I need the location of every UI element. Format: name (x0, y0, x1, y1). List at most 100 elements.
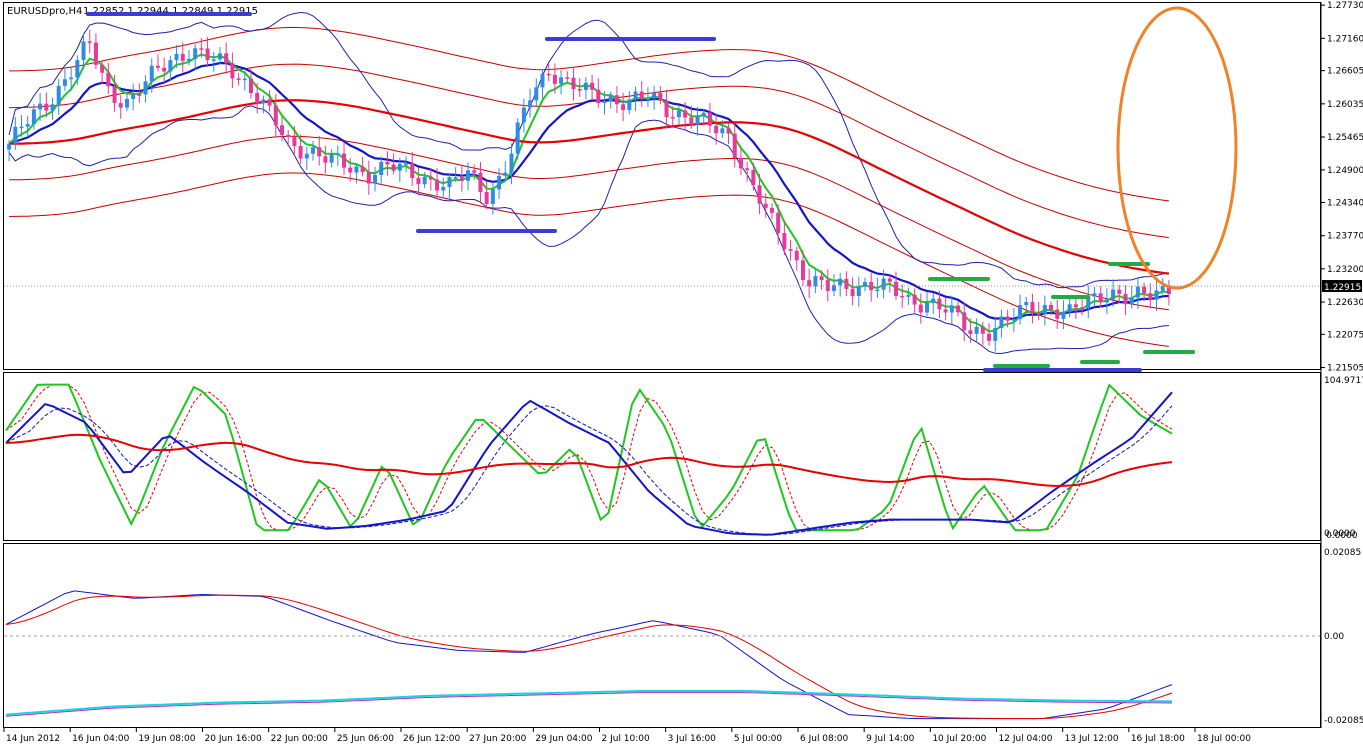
bull-candle[interactable] (1135, 286, 1140, 298)
bear-candle[interactable] (410, 163, 415, 178)
bull-candle[interactable] (856, 286, 861, 297)
bull-candle[interactable] (993, 328, 998, 341)
bull-candle[interactable] (1024, 302, 1029, 306)
bear-candle[interactable] (1080, 307, 1085, 309)
bear-candle[interactable] (577, 89, 582, 91)
bull-candle[interactable] (404, 163, 409, 165)
bull-candle[interactable] (422, 176, 427, 185)
bull-candle[interactable] (602, 100, 607, 104)
bear-candle[interactable] (255, 93, 260, 104)
bull-candle[interactable] (1018, 305, 1023, 320)
bear-candle[interactable] (1117, 289, 1122, 294)
bull-candle[interactable] (652, 92, 657, 99)
bear-candle[interactable] (292, 136, 297, 146)
bear-candle[interactable] (968, 330, 973, 334)
bear-candle[interactable] (900, 295, 905, 298)
bear-candle[interactable] (342, 153, 347, 168)
bull-candle[interactable] (25, 124, 30, 127)
bear-candle[interactable] (894, 281, 899, 296)
bull-candle[interactable] (831, 285, 836, 291)
bear-candle[interactable] (93, 42, 98, 65)
bull-candle[interactable] (373, 175, 378, 184)
bull-candle[interactable] (633, 91, 638, 100)
bull-candle[interactable] (528, 100, 533, 108)
bear-candle[interactable] (683, 110, 688, 118)
bear-candle[interactable] (1123, 293, 1128, 305)
bull-candle[interactable] (1160, 285, 1165, 291)
bear-candle[interactable] (155, 65, 160, 68)
bull-candle[interactable] (608, 95, 613, 101)
bull-candle[interactable] (503, 172, 508, 176)
bull-candle[interactable] (7, 143, 12, 150)
bull-candle[interactable] (62, 79, 67, 86)
bear-candle[interactable] (912, 294, 917, 305)
bear-candle[interactable] (552, 74, 557, 84)
bear-candle[interactable] (763, 203, 768, 208)
bull-candle[interactable] (521, 107, 526, 123)
bull-candle[interactable] (838, 278, 843, 286)
bear-candle[interactable] (962, 312, 967, 331)
bear-candle[interactable] (980, 326, 985, 334)
bull-candle[interactable] (931, 298, 936, 303)
bear-candle[interactable] (664, 100, 669, 118)
bull-candle[interactable] (645, 98, 650, 100)
bull-candle[interactable] (174, 53, 179, 61)
bear-candle[interactable] (1166, 285, 1171, 295)
bear-candle[interactable] (180, 53, 185, 61)
bear-candle[interactable] (757, 185, 762, 204)
bull-candle[interactable] (490, 189, 495, 204)
bear-candle[interactable] (87, 41, 92, 43)
bull-candle[interactable] (143, 81, 148, 95)
bull-candle[interactable] (925, 302, 930, 313)
bear-candle[interactable] (478, 172, 483, 193)
bull-candle[interactable] (540, 73, 545, 88)
bull-candle[interactable] (466, 170, 471, 181)
bear-candle[interactable] (44, 103, 49, 111)
bear-candle[interactable] (956, 305, 961, 313)
bear-candle[interactable] (1142, 286, 1147, 294)
bear-candle[interactable] (571, 77, 576, 90)
bear-candle[interactable] (726, 128, 731, 134)
bull-candle[interactable] (168, 60, 173, 72)
bear-candle[interactable] (459, 177, 464, 181)
bull-candle[interactable] (1086, 296, 1091, 309)
bull-candle[interactable] (441, 186, 446, 191)
bear-candle[interactable] (230, 63, 235, 79)
bear-candle[interactable] (819, 276, 824, 281)
bull-candle[interactable] (974, 326, 979, 334)
bear-candle[interactable] (1005, 316, 1010, 321)
bear-candle[interactable] (1049, 304, 1054, 310)
bull-candle[interactable] (1067, 304, 1072, 312)
bull-candle[interactable] (515, 122, 520, 154)
bear-candle[interactable] (937, 298, 942, 310)
bear-candle[interactable] (707, 112, 712, 126)
bull-candle[interactable] (1104, 299, 1109, 303)
bear-candle[interactable] (565, 77, 570, 79)
bear-candle[interactable] (745, 168, 750, 171)
bear-candle[interactable] (714, 125, 719, 134)
bear-candle[interactable] (348, 167, 353, 173)
bear-candle[interactable] (1055, 309, 1060, 319)
bear-candle[interactable] (106, 72, 111, 87)
bear-candle[interactable] (794, 250, 799, 261)
bear-candle[interactable] (1148, 293, 1153, 300)
bear-candle[interactable] (286, 134, 291, 137)
bull-candle[interactable] (1011, 319, 1016, 321)
bear-candle[interactable] (137, 94, 142, 96)
bear-candle[interactable] (112, 86, 117, 104)
bull-candle[interactable] (583, 82, 588, 90)
bear-candle[interactable] (751, 170, 756, 186)
bear-candle[interactable] (428, 176, 433, 180)
bull-candle[interactable] (1042, 304, 1047, 314)
bull-candle[interactable] (304, 153, 309, 159)
bear-candle[interactable] (248, 78, 253, 94)
bear-candle[interactable] (199, 48, 204, 50)
highlight-ellipse-drawing[interactable] (1116, 6, 1238, 290)
bear-candle[interactable] (267, 99, 272, 106)
bull-candle[interactable] (862, 282, 867, 287)
bear-candle[interactable] (782, 233, 787, 250)
bull-candle[interactable] (559, 77, 564, 84)
bull-candle[interactable] (124, 98, 129, 108)
